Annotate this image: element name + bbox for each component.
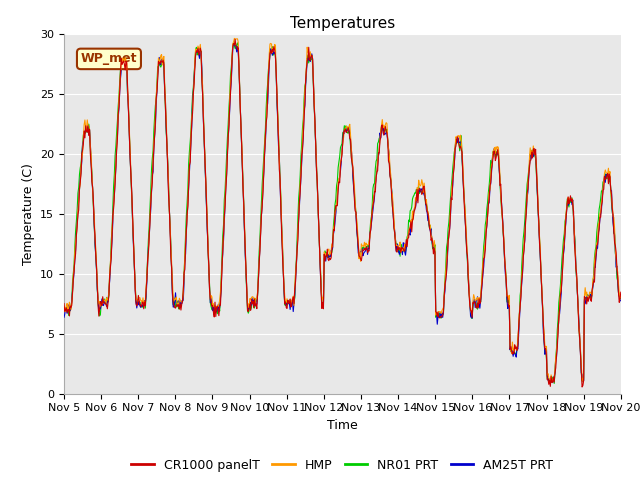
Title: Temperatures: Temperatures	[290, 16, 395, 31]
Y-axis label: Temperature (C): Temperature (C)	[22, 163, 35, 264]
X-axis label: Time: Time	[327, 419, 358, 432]
Text: WP_met: WP_met	[81, 52, 137, 65]
Legend: CR1000 panelT, HMP, NR01 PRT, AM25T PRT: CR1000 panelT, HMP, NR01 PRT, AM25T PRT	[126, 454, 559, 477]
